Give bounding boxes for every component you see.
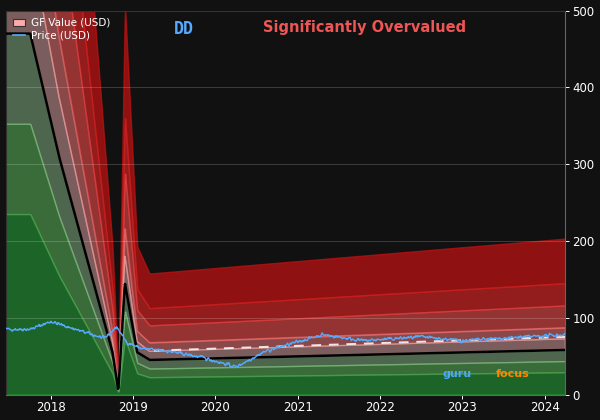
Legend: GF Value (USD), Price (USD): GF Value (USD), Price (USD) [11,16,112,42]
Text: DD: DD [173,20,193,38]
Text: Significantly Overvalued: Significantly Overvalued [263,20,466,35]
Text: focus: focus [495,369,529,379]
Text: guru: guru [442,369,471,379]
